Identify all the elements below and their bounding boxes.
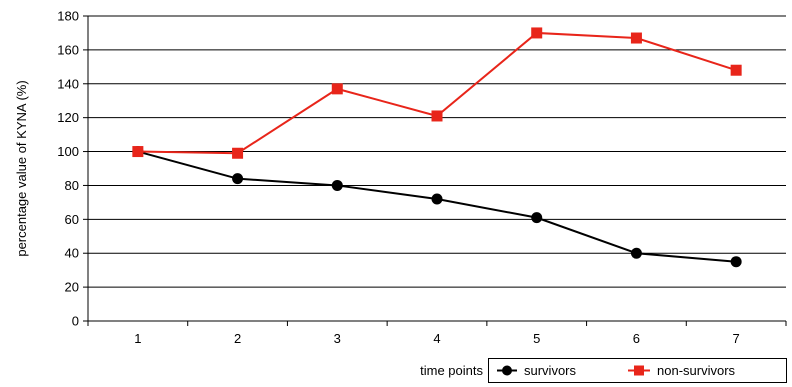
legend-label: non-survivors [657,363,736,378]
legend-marker [634,365,644,376]
x-tick-label: 1 [134,331,141,346]
x-tick-label: 4 [433,331,440,346]
x-axis-label: time points [420,363,483,378]
x-tick-label: 5 [533,331,540,346]
y-tick-label: 140 [57,76,79,91]
data-point [232,147,244,159]
data-point [531,27,543,39]
data-point [630,247,642,259]
y-tick-label: 20 [65,280,79,295]
y-tick-label: 100 [57,144,79,159]
legend-item: non-survivors [628,363,736,378]
data-point [331,83,343,95]
y-tick-label: 0 [72,314,79,329]
y-tick-label: 120 [57,110,79,125]
data-point [132,146,144,158]
tick-labels: 0 20 40 60 80 100 120 140 160 180 1 2 3 4 5 6 7 [57,9,739,347]
y-tick-label: 80 [65,178,79,193]
series-line [137,150,737,263]
y-tick-label: 160 [57,42,79,57]
y-tick-label: 40 [65,246,79,261]
x-tick-label: 3 [334,331,341,346]
series-line [137,31,737,155]
x-tick-label: 7 [733,331,740,346]
legend-label: survivors [524,363,577,378]
x-tick-label: 6 [633,331,640,346]
legend-marker [502,365,512,376]
data-point [531,212,543,224]
data-point [630,32,642,44]
y-axis-label: percentage value of KYNA (%) [14,80,29,256]
series-survivors [132,146,742,268]
axes [83,15,787,326]
y-tick-label: 180 [57,9,79,24]
legend: time points survivors non-survivors [420,358,787,383]
data-series [132,27,742,268]
series-non-survivors [132,27,742,159]
data-point [331,179,343,191]
legend-items: survivors non-survivors [497,363,736,378]
data-point [431,110,443,122]
y-tick-label: 60 [65,212,79,227]
data-point [232,173,244,185]
x-tick-label: 2 [234,331,241,346]
data-point [431,193,443,205]
data-point [730,64,742,76]
data-point [730,256,742,268]
legend-item: survivors [497,363,577,378]
